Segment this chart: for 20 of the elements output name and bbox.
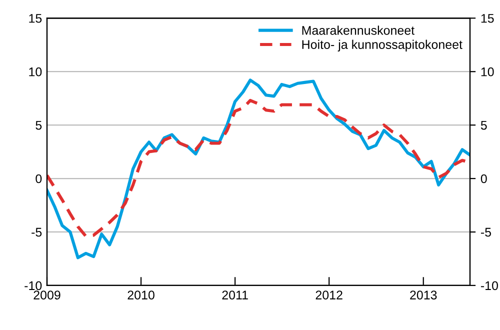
y2-tick-label: -10 <box>480 281 498 290</box>
y-tick-label: -5 <box>32 228 42 237</box>
y-tick-label: 15 <box>29 14 42 23</box>
x-tick-label: 2013 <box>410 290 437 300</box>
y2-tick-label: 10 <box>481 67 494 76</box>
x-tick-label: 2012 <box>316 290 342 300</box>
x-tick-label: 2011 <box>222 290 248 300</box>
y2-tick-label: 0 <box>480 174 487 184</box>
x-tick-label: 2010 <box>128 290 154 300</box>
legend-label: Hoito- ja kunnossapitokoneet <box>302 40 462 52</box>
line-series <box>47 78 470 260</box>
y2-tick-label: 15 <box>481 14 494 23</box>
y-tick-label: -10 <box>24 281 42 290</box>
y-tick-label: 10 <box>29 67 42 76</box>
y2-tick-label: 5 <box>480 121 487 130</box>
y-tick-label: 5 <box>36 121 42 130</box>
x-tick-label: 2009 <box>34 290 60 300</box>
legend-label: Maarakennuskoneet <box>302 26 414 35</box>
y2-tick-label: -5 <box>480 228 492 237</box>
y-tick-label: 0 <box>36 174 42 184</box>
